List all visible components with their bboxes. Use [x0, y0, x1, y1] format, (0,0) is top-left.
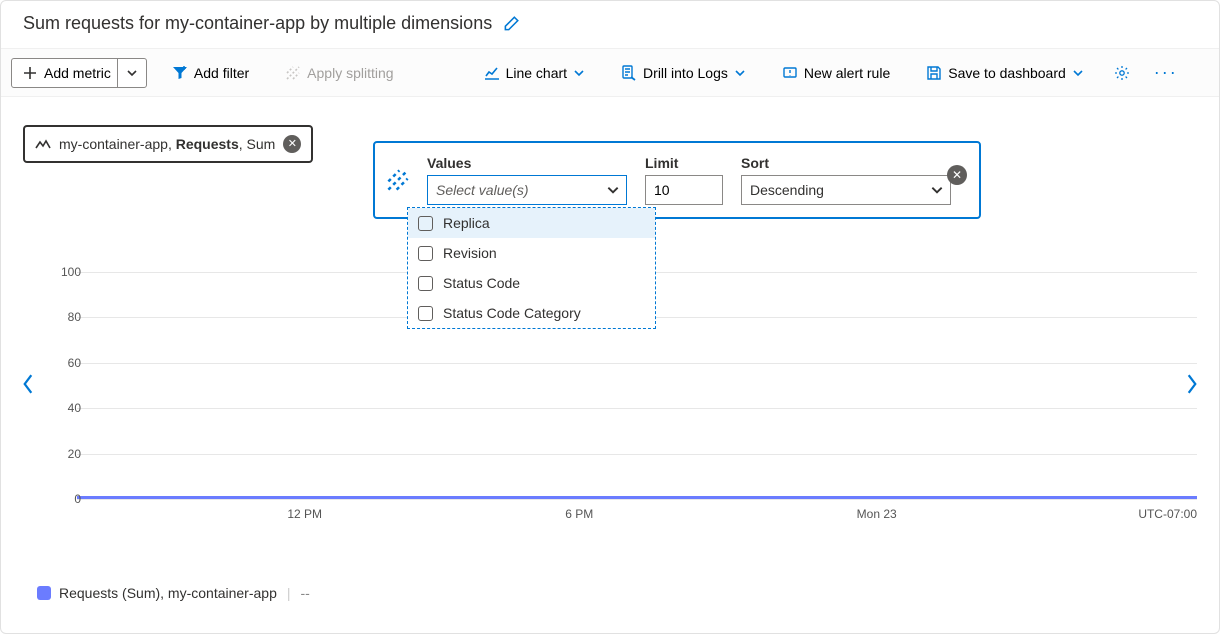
checkbox-icon: [418, 216, 433, 231]
option-label: Replica: [443, 215, 490, 231]
chevron-down-icon: [734, 67, 746, 79]
metric-resource: my-container-app: [59, 136, 168, 152]
option-status-code-category[interactable]: Status Code Category: [408, 298, 655, 328]
chart-title: Sum requests for my-container-app by mul…: [23, 13, 492, 34]
x-tick-label: 12 PM: [287, 507, 322, 521]
chevron-down-icon: [930, 183, 944, 197]
legend-separator: |: [287, 585, 291, 601]
x-tick-label: Mon 23: [857, 507, 897, 521]
save-dashboard-label: Save to dashboard: [948, 65, 1066, 81]
y-tick-label: 100: [53, 265, 81, 279]
add-metric-button[interactable]: Add metric: [11, 58, 122, 88]
remove-metric-icon[interactable]: ✕: [283, 135, 301, 153]
edit-title-icon[interactable]: [502, 15, 520, 33]
values-dropdown: Replica Revision Status Code Status Code…: [407, 207, 656, 329]
values-label: Values: [427, 155, 627, 171]
settings-button[interactable]: [1109, 58, 1135, 88]
option-label: Revision: [443, 245, 497, 261]
y-tick-label: 80: [53, 310, 81, 324]
limit-label: Limit: [645, 155, 723, 171]
sort-value: Descending: [750, 182, 824, 198]
drill-logs-label: Drill into Logs: [643, 65, 728, 81]
add-metric-chevron[interactable]: [117, 58, 147, 88]
chart-type-label: Line chart: [506, 65, 567, 81]
metric-text: my-container-app, Requests, Sum: [59, 136, 275, 152]
timezone-label: UTC-07:00: [1138, 507, 1197, 521]
gear-icon: [1114, 65, 1130, 81]
add-metric-label: Add metric: [44, 65, 111, 81]
chevron-down-icon: [1072, 67, 1084, 79]
sort-field: Sort Descending: [741, 155, 951, 205]
option-revision[interactable]: Revision: [408, 238, 655, 268]
metric-agg: Sum: [247, 136, 276, 152]
add-filter-label: Add filter: [194, 65, 249, 81]
toolbar: Add metric Add filter Apply splitting Li…: [1, 48, 1219, 97]
gridline: [77, 499, 1197, 500]
split-popover-icon: [387, 169, 409, 191]
new-alert-label: New alert rule: [804, 65, 890, 81]
apply-splitting-button: Apply splitting: [274, 58, 404, 88]
add-filter-button[interactable]: Add filter: [161, 58, 260, 88]
gridline: [77, 454, 1197, 455]
checkbox-icon: [418, 276, 433, 291]
chevron-down-icon: [573, 67, 585, 79]
values-placeholder: Select value(s): [436, 182, 529, 198]
legend-swatch: [37, 586, 51, 600]
option-label: Status Code: [443, 275, 520, 291]
metric-icon: [35, 136, 51, 152]
y-tick-label: 60: [53, 356, 81, 370]
values-select[interactable]: Select value(s): [427, 175, 627, 205]
filter-icon: [172, 65, 188, 81]
option-replica[interactable]: Replica: [408, 208, 655, 238]
gridline: [77, 363, 1197, 364]
values-field: Values Select value(s): [427, 155, 627, 205]
y-tick-label: 0: [53, 492, 81, 506]
more-button[interactable]: ···: [1149, 55, 1183, 90]
close-split-icon[interactable]: ✕: [947, 165, 967, 185]
scroll-left-icon[interactable]: [21, 373, 35, 395]
new-alert-button[interactable]: New alert rule: [771, 58, 901, 88]
line-chart-icon: [484, 65, 500, 81]
legend: Requests (Sum), my-container-app | --: [37, 585, 310, 601]
logs-icon: [621, 65, 637, 81]
y-tick-label: 40: [53, 401, 81, 415]
legend-value: --: [301, 585, 310, 601]
drill-logs-button[interactable]: Drill into Logs: [610, 58, 757, 88]
limit-input[interactable]: [645, 175, 723, 205]
limit-field: Limit: [645, 155, 723, 205]
checkbox-icon: [418, 306, 433, 321]
chart-type-button[interactable]: Line chart: [473, 58, 596, 88]
gridline: [77, 408, 1197, 409]
sort-label: Sort: [741, 155, 951, 171]
chevron-down-icon: [606, 183, 620, 197]
checkbox-icon: [418, 246, 433, 261]
metric-chip[interactable]: my-container-app, Requests, Sum ✕: [23, 125, 313, 163]
option-status-code[interactable]: Status Code: [408, 268, 655, 298]
save-dashboard-button[interactable]: Save to dashboard: [915, 58, 1095, 88]
metrics-panel: Sum requests for my-container-app by mul…: [0, 0, 1220, 634]
legend-label: Requests (Sum), my-container-app: [59, 585, 277, 601]
y-tick-label: 20: [53, 447, 81, 461]
save-icon: [926, 65, 942, 81]
title-row: Sum requests for my-container-app by mul…: [1, 7, 1219, 48]
split-icon: [285, 65, 301, 81]
sort-select[interactable]: Descending: [741, 175, 951, 205]
x-tick-label: 6 PM: [565, 507, 593, 521]
apply-splitting-label: Apply splitting: [307, 65, 393, 81]
metric-name: Requests: [176, 136, 239, 152]
alert-icon: [782, 65, 798, 81]
option-label: Status Code Category: [443, 305, 581, 321]
plus-icon: [22, 65, 38, 81]
